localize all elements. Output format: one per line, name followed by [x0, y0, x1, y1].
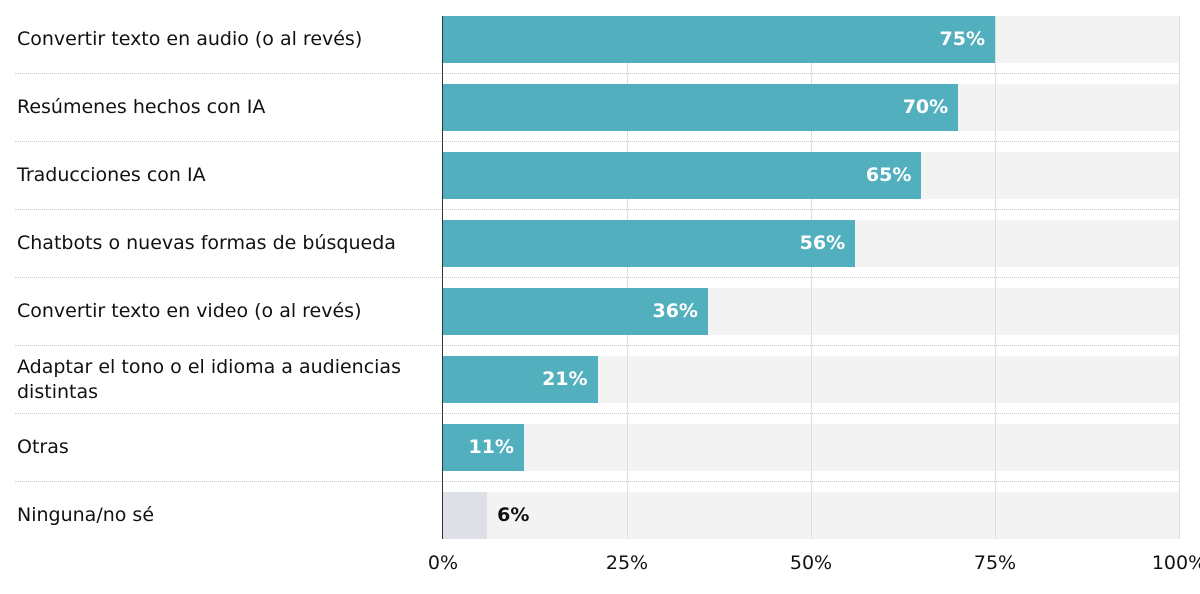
bar: [443, 288, 708, 335]
row-separator: [15, 277, 1179, 278]
category-label: Convertir texto en audio (o al revés): [17, 28, 363, 50]
bar: [443, 424, 524, 471]
grid-line: [627, 16, 628, 539]
category-label: Convertir texto en video (o al revés): [17, 300, 362, 322]
row-separator: [15, 413, 1179, 414]
grid-line: [1179, 16, 1180, 539]
category-label: Resúmenes hechos con IA: [17, 96, 266, 118]
value-label: 11%: [468, 436, 514, 458]
value-label: 75%: [939, 28, 985, 50]
value-label: 6%: [497, 504, 530, 526]
value-label: 70%: [902, 96, 949, 118]
row-separator: [15, 209, 1179, 210]
x-tick-label: 25%: [605, 552, 649, 574]
x-tick-label: 0%: [427, 552, 459, 574]
x-tick-label: 100%: [1151, 552, 1200, 574]
bar: [443, 492, 488, 539]
bar: [443, 152, 922, 199]
category-label: Adaptar el tono o el idioma a audiencias…: [17, 355, 401, 403]
row-separator: [15, 141, 1179, 142]
value-label: 36%: [652, 300, 698, 322]
category-label: Chatbots o nuevas formas de búsqueda: [17, 232, 396, 254]
grid-line: [995, 16, 996, 539]
value-label: 56%: [799, 232, 846, 254]
value-label: 21%: [542, 368, 588, 390]
bar: [443, 84, 959, 131]
row-separator: [15, 345, 1179, 346]
row-separator: [15, 73, 1179, 74]
x-tick-label: 50%: [789, 552, 833, 574]
category-label: Traducciones con IA: [17, 164, 206, 186]
category-label: Ninguna/no sé: [17, 504, 155, 526]
value-label: 65%: [865, 164, 912, 186]
bar: [443, 356, 598, 403]
axis-line: [442, 16, 443, 539]
category-label: Otras: [17, 436, 69, 458]
row-separator: [15, 481, 1179, 482]
grid-line: [811, 16, 812, 539]
bar: [443, 16, 995, 63]
bar: [443, 220, 856, 267]
x-tick-label: 75%: [973, 552, 1017, 574]
